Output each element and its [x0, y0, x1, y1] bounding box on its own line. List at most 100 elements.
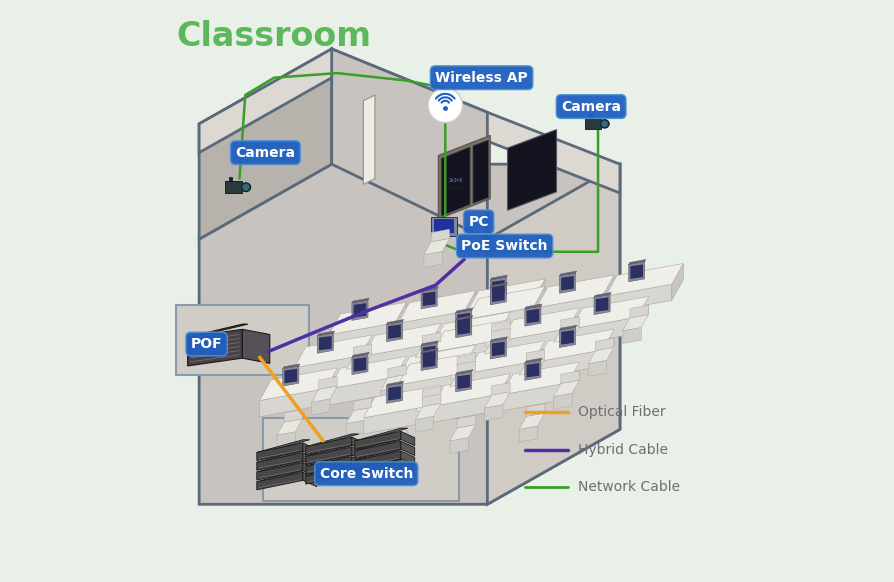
Polygon shape [306, 453, 358, 466]
Polygon shape [353, 344, 372, 356]
Polygon shape [355, 448, 408, 460]
Polygon shape [421, 341, 438, 346]
Polygon shape [450, 363, 476, 379]
Polygon shape [438, 136, 490, 219]
Polygon shape [401, 461, 415, 475]
Polygon shape [311, 386, 337, 402]
Polygon shape [468, 300, 534, 328]
Polygon shape [360, 335, 372, 372]
Polygon shape [485, 404, 503, 421]
Polygon shape [355, 457, 408, 470]
Polygon shape [464, 290, 476, 328]
Polygon shape [468, 340, 545, 374]
Polygon shape [433, 320, 510, 352]
Polygon shape [303, 463, 316, 477]
Polygon shape [317, 333, 333, 353]
Circle shape [428, 88, 462, 123]
Polygon shape [561, 371, 579, 384]
Polygon shape [306, 447, 352, 464]
Polygon shape [284, 369, 297, 383]
Polygon shape [257, 453, 303, 470]
Polygon shape [364, 406, 430, 434]
Polygon shape [468, 286, 545, 320]
Polygon shape [352, 300, 368, 321]
Polygon shape [603, 275, 614, 312]
Polygon shape [401, 441, 415, 456]
Polygon shape [329, 377, 395, 405]
Polygon shape [257, 472, 303, 490]
Polygon shape [364, 95, 375, 184]
Polygon shape [561, 317, 579, 329]
Polygon shape [536, 329, 614, 362]
Polygon shape [456, 315, 473, 321]
Polygon shape [306, 434, 358, 446]
Polygon shape [424, 251, 443, 267]
Polygon shape [457, 416, 476, 428]
Text: ------: ------ [448, 185, 463, 189]
Polygon shape [623, 328, 641, 343]
Polygon shape [355, 461, 401, 478]
Polygon shape [319, 336, 332, 350]
Polygon shape [536, 350, 603, 378]
Polygon shape [346, 353, 372, 370]
Polygon shape [561, 330, 574, 345]
Polygon shape [352, 354, 368, 375]
Polygon shape [499, 312, 510, 349]
Polygon shape [433, 333, 499, 361]
Polygon shape [306, 437, 352, 455]
Polygon shape [283, 364, 300, 369]
Polygon shape [294, 335, 372, 368]
Polygon shape [303, 453, 316, 467]
Polygon shape [527, 350, 544, 362]
Polygon shape [346, 366, 365, 382]
Text: PC: PC [468, 215, 489, 229]
Polygon shape [188, 329, 242, 366]
Polygon shape [243, 184, 249, 190]
Polygon shape [346, 420, 365, 436]
Polygon shape [561, 276, 574, 290]
Polygon shape [560, 327, 576, 347]
Polygon shape [502, 362, 579, 395]
Text: Hybrid Cable: Hybrid Cable [578, 442, 669, 456]
Polygon shape [353, 398, 372, 411]
Text: Core Switch: Core Switch [320, 467, 413, 481]
Polygon shape [421, 289, 437, 309]
Polygon shape [499, 320, 510, 356]
Text: Wireless AP: Wireless AP [435, 71, 528, 85]
Polygon shape [386, 321, 402, 342]
Polygon shape [588, 347, 614, 364]
Polygon shape [176, 306, 308, 375]
Polygon shape [473, 140, 488, 203]
Polygon shape [450, 384, 468, 399]
Polygon shape [401, 431, 415, 446]
Polygon shape [329, 356, 407, 389]
Polygon shape [456, 310, 472, 330]
Polygon shape [603, 329, 614, 366]
Polygon shape [398, 373, 464, 401]
Polygon shape [560, 273, 576, 293]
Polygon shape [560, 325, 577, 330]
Polygon shape [605, 264, 683, 296]
Polygon shape [284, 410, 302, 422]
Text: PoE Switch: PoE Switch [461, 239, 548, 253]
Polygon shape [630, 306, 648, 318]
Polygon shape [434, 219, 454, 233]
Polygon shape [398, 290, 476, 323]
Polygon shape [485, 343, 503, 359]
Polygon shape [355, 451, 401, 469]
Polygon shape [257, 459, 310, 472]
Text: Classroom: Classroom [176, 20, 371, 53]
Text: Network Cable: Network Cable [578, 480, 680, 494]
Polygon shape [485, 392, 510, 408]
Polygon shape [589, 114, 592, 118]
Polygon shape [225, 182, 242, 193]
Polygon shape [637, 296, 649, 333]
Polygon shape [381, 374, 407, 391]
Polygon shape [490, 337, 508, 342]
Polygon shape [527, 309, 539, 323]
Polygon shape [317, 331, 334, 336]
Polygon shape [423, 394, 441, 407]
Polygon shape [492, 280, 504, 294]
Text: 2+3=5: 2+3=5 [449, 178, 463, 183]
Polygon shape [306, 457, 352, 474]
